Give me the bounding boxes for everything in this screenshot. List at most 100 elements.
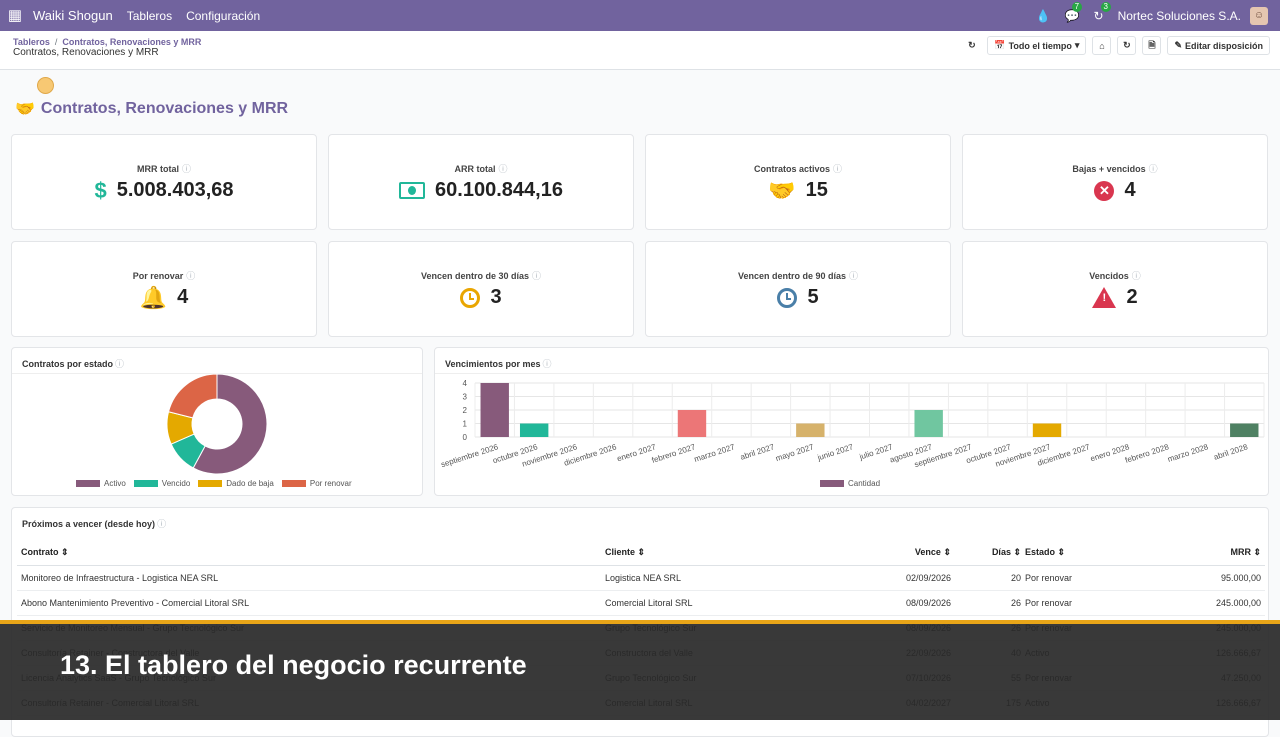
kpi-value: 4 <box>1124 179 1136 201</box>
breadcrumb-separator: / <box>54 37 58 47</box>
refresh-icon[interactable]: ↻ <box>962 36 982 55</box>
period-dropdown[interactable]: 📅 Todo el tiempo ▾ <box>987 36 1087 55</box>
info-icon[interactable]: ⓘ <box>542 359 552 369</box>
bar[interactable] <box>796 423 825 438</box>
menu-configuracion[interactable]: Configuración <box>186 8 261 23</box>
bar[interactable] <box>914 410 943 437</box>
kpi-card-contratos-activos[interactable]: Contratos activos ⓘ 🤝 15 <box>645 134 951 230</box>
legend-item[interactable]: Vencido <box>133 479 190 488</box>
caption-text: 13. El tablero del negocio recurrente <box>60 650 527 680</box>
cell-dias: 26 <box>955 590 1025 616</box>
kpi-card-vencidos[interactable]: Vencidos ⓘ ! 2 <box>962 241 1268 337</box>
info-icon[interactable]: ⓘ <box>1131 271 1141 281</box>
home-button[interactable]: ⌂ <box>1092 36 1112 55</box>
bar[interactable] <box>1032 423 1062 438</box>
legend-item[interactable]: Activo <box>76 479 126 488</box>
messages-badge: 7 <box>1071 1 1083 12</box>
legend-swatch <box>198 480 223 487</box>
cell-estado: Por renovar <box>1025 590 1145 616</box>
y-tick-label: 3 <box>463 393 468 402</box>
x-tick-label: febrero 2028 <box>1124 442 1170 465</box>
pencil-icon: ✎ <box>1174 40 1182 50</box>
cell-mrr: 245.000,00 <box>1145 590 1265 616</box>
column-header-cliente[interactable]: Cliente ⇕ <box>605 540 845 566</box>
edit-layout-button[interactable]: ✎ Editar disposición <box>1167 36 1270 55</box>
menu-tableros[interactable]: Tableros <box>126 8 173 23</box>
kpi-label: Contratos activos <box>753 164 830 174</box>
pie-slice-3[interactable] <box>167 373 218 419</box>
x-tick-label: marzo 2028 <box>1166 442 1209 464</box>
apps-menu-icon[interactable]: ▦ <box>7 7 23 24</box>
info-icon[interactable]: ⓘ <box>849 271 859 281</box>
breadcrumb-root[interactable]: Tableros <box>13 37 50 47</box>
info-icon[interactable]: ⓘ <box>181 164 191 174</box>
messages-icon[interactable]: 💬 7 <box>1065 1 1083 23</box>
kpi-card-mrr[interactable]: MRR total ⓘ $5.008.403,68 <box>11 134 317 230</box>
legend-item[interactable]: Por renovar <box>281 479 352 488</box>
reload-button[interactable]: ↻ <box>1117 36 1137 55</box>
table-row[interactable]: Monitoreo de Infraestructura - Logistica… <box>17 565 1265 591</box>
info-icon[interactable]: ⓘ <box>186 271 196 281</box>
kpi-label: Vencen dentro de 30 días <box>420 271 530 281</box>
x-tick-label: febrero 2027 <box>651 442 697 465</box>
app-brand[interactable]: Waiki Shogun <box>33 8 113 23</box>
bell-icon: 🔔 <box>139 284 168 310</box>
info-icon[interactable]: ⓘ <box>115 359 125 369</box>
chart-legend: Cantidad <box>820 479 880 488</box>
kpi-card-arr[interactable]: ARR total ⓘ 60.100.844,16 <box>328 134 634 230</box>
bar[interactable] <box>519 423 549 438</box>
info-icon[interactable]: ⓘ <box>1148 164 1158 174</box>
x-tick-label: abril 2028 <box>1213 442 1250 462</box>
legend-swatch <box>281 480 306 487</box>
kpi-value: 3 <box>490 286 502 308</box>
control-panel: Tableros / Contratos, Renovaciones y MRR C… <box>0 31 1280 70</box>
info-icon[interactable]: ⓘ <box>833 164 843 174</box>
x-tick-label: abril 2027 <box>739 442 776 462</box>
kpi-card-vencen-90[interactable]: Vencen dentro de 90 días ⓘ 5 <box>645 241 951 337</box>
clock-icon <box>777 287 798 308</box>
pdf-button[interactable]: 🗎 <box>1142 36 1162 55</box>
legend-item[interactable]: Dado de baja <box>198 479 274 488</box>
clock-icon <box>460 287 481 308</box>
info-icon[interactable]: ⓘ <box>157 519 167 529</box>
page-title: 🤝 Contratos, Renovaciones y MRR <box>15 99 288 119</box>
kpi-label: ARR total <box>454 164 496 174</box>
kpi-card-por-renovar[interactable]: Por renovar ⓘ 🔔 4 <box>11 241 317 337</box>
legend-swatch <box>76 480 100 487</box>
user-avatar[interactable]: ☺ <box>1250 6 1268 25</box>
cell-estado: Por renovar <box>1025 565 1145 591</box>
bar[interactable] <box>480 383 509 437</box>
cell-vence: 02/09/2026 <box>845 565 955 591</box>
legend-label: Por renovar <box>309 479 352 488</box>
column-header-mrr[interactable]: MRR ⇕ <box>1145 540 1265 566</box>
panel-divider <box>435 373 1268 374</box>
cell-cliente: Comercial Litoral SRL <box>605 590 845 616</box>
column-header-dias[interactable]: Días ⇕ <box>955 540 1025 566</box>
pie-slice-0[interactable] <box>192 373 268 475</box>
debug-drop-icon[interactable]: 💧 <box>1035 8 1051 23</box>
table-row[interactable]: Abono Mantenimiento Preventivo - Comerci… <box>17 590 1265 616</box>
control-buttons: ↻ 📅 Todo el tiempo ▾ ⌂ ↻ 🗎 ✎ Editar disposi… <box>962 36 1270 55</box>
cell-dias: 20 <box>955 565 1025 591</box>
column-header-contrato[interactable]: Contrato ⇕ <box>17 540 605 566</box>
y-tick-label: 4 <box>463 379 468 388</box>
sync-icon: ↻ <box>1123 40 1131 50</box>
kpi-card-vencen-30[interactable]: Vencen dentro de 30 días ⓘ 3 <box>328 241 634 337</box>
bar[interactable] <box>677 410 707 437</box>
info-icon[interactable]: ⓘ <box>498 164 508 174</box>
dollar-icon: $ <box>94 177 107 203</box>
legend-label: Cantidad <box>848 479 881 488</box>
column-header-vence[interactable]: Vence ⇕ <box>845 540 955 566</box>
breadcrumb-current[interactable]: Contratos, Renovaciones y MRR <box>62 37 202 47</box>
kpi-label: Bajas + vencidos <box>1072 164 1146 174</box>
info-icon[interactable]: ⓘ <box>532 271 542 281</box>
breadcrumb: Tableros / Contratos, Renovaciones y MRR <box>13 37 201 47</box>
legend-label: Activo <box>104 479 126 488</box>
company-switcher[interactable]: Nortec Soluciones S.A. <box>1117 8 1241 23</box>
y-tick-label: 2 <box>463 406 468 415</box>
bar[interactable] <box>1230 423 1259 438</box>
activities-icon[interactable]: ↻ 3 <box>1094 1 1111 23</box>
column-header-estado[interactable]: Estado ⇕ <box>1025 540 1145 566</box>
kpi-card-bajas-vencidos[interactable]: Bajas + vencidos ⓘ ✕ 4 <box>962 134 1268 230</box>
